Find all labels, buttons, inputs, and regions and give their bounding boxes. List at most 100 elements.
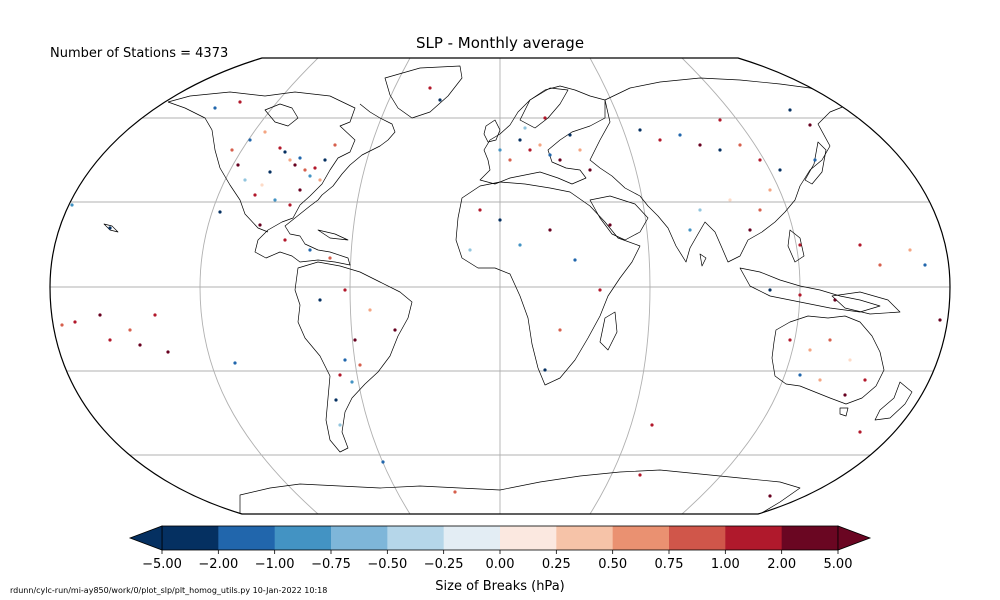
tasmania [839, 407, 849, 417]
station-marker [338, 423, 342, 427]
station-marker [260, 183, 264, 187]
station-marker [843, 393, 847, 397]
station-marker [833, 298, 837, 302]
colorbar-bin [612, 526, 670, 550]
station-marker [318, 298, 322, 302]
africa-coast [455, 181, 641, 386]
colorbar-tick-label: 0.50 [598, 557, 627, 572]
station-marker [108, 338, 112, 342]
colorbar-tick-label: −0.25 [424, 557, 464, 572]
station-marker [468, 248, 472, 252]
station-marker [768, 188, 772, 192]
station-marker [263, 130, 267, 134]
colorbar: −5.00 −2.00 −1.00 −0.75 −0.50 −0.25 0.00 0.25 0.… [128, 525, 872, 572]
colorbar-tick-label: −1.00 [255, 557, 295, 572]
europe-coast [479, 85, 606, 185]
station-marker [608, 223, 612, 227]
station-marker [308, 174, 312, 178]
british-isles [483, 119, 501, 143]
station-marker [568, 133, 572, 137]
station-marker [243, 178, 247, 182]
map-boundary [49, 57, 951, 515]
station-marker [878, 263, 882, 267]
colorbar-bin [725, 526, 783, 550]
station-marker [368, 308, 372, 312]
station-marker [108, 226, 112, 230]
station-marker [328, 256, 332, 260]
japan [804, 141, 827, 185]
colorbar-bin [162, 526, 219, 550]
station-marker [858, 430, 862, 434]
station-marker [518, 138, 522, 142]
station-marker [350, 380, 354, 384]
station-marker [688, 228, 692, 232]
station-marker [343, 288, 347, 292]
map-area [50, 58, 950, 514]
gridline-lon [589, 58, 651, 514]
station-marker [813, 158, 817, 162]
antarctica-coast [239, 469, 801, 514]
station-count-label: Number of Stations = 4373 [50, 46, 229, 61]
station-marker [588, 168, 592, 172]
station-marker [508, 158, 512, 162]
station-markers [60, 86, 942, 498]
south-america-coast [294, 261, 413, 453]
hudson-bay [264, 103, 299, 127]
madagascar [599, 311, 618, 351]
station-marker [938, 318, 942, 322]
coastlines [103, 65, 913, 514]
colorbar-bin [669, 526, 726, 550]
colorbar-bin [218, 526, 276, 550]
station-marker [558, 328, 562, 332]
station-marker [283, 150, 287, 154]
station-marker [238, 100, 242, 104]
station-marker [758, 208, 762, 212]
greenland [384, 65, 463, 119]
colorbar-tick-label: 0.25 [542, 557, 571, 572]
station-marker [70, 203, 74, 207]
station-marker [518, 243, 522, 247]
chart-title: SLP - Monthly average [415, 34, 585, 52]
station-marker [128, 328, 132, 332]
station-marker [283, 238, 287, 242]
station-marker [778, 168, 782, 172]
station-marker [788, 338, 792, 342]
station-marker [273, 198, 277, 202]
station-marker [358, 363, 362, 367]
west-coast [167, 101, 269, 233]
colorbar-bin [331, 526, 388, 550]
station-marker [650, 423, 654, 427]
station-marker [236, 163, 240, 167]
station-marker [798, 293, 802, 297]
station-marker [718, 118, 722, 122]
station-marker [428, 86, 432, 90]
station-marker [233, 361, 237, 365]
station-marker [558, 158, 562, 162]
colorbar-tick-label: −5.00 [142, 557, 182, 572]
station-marker [658, 138, 662, 142]
station-marker [523, 126, 527, 130]
station-marker [343, 358, 347, 362]
station-marker [808, 123, 812, 127]
station-marker [268, 170, 272, 174]
station-marker [858, 243, 862, 247]
colorbar-bin [556, 526, 614, 550]
philippines [787, 229, 805, 263]
station-marker [153, 313, 157, 317]
station-marker [293, 163, 297, 167]
gridline-lon [349, 58, 411, 514]
station-marker [438, 98, 442, 102]
colorbar-tick-label: −2.00 [198, 557, 238, 572]
station-marker [598, 288, 602, 292]
colorbar-bin [274, 526, 332, 550]
station-marker [323, 158, 327, 162]
colorbar-bin [387, 526, 445, 550]
scandinavia [519, 87, 569, 129]
station-marker [353, 338, 357, 342]
station-marker [638, 128, 642, 132]
station-marker [828, 338, 832, 342]
gridline-lon [681, 58, 801, 514]
colorbar-tick-label: 1.00 [711, 557, 740, 572]
station-marker [798, 373, 802, 377]
station-marker [498, 218, 502, 222]
